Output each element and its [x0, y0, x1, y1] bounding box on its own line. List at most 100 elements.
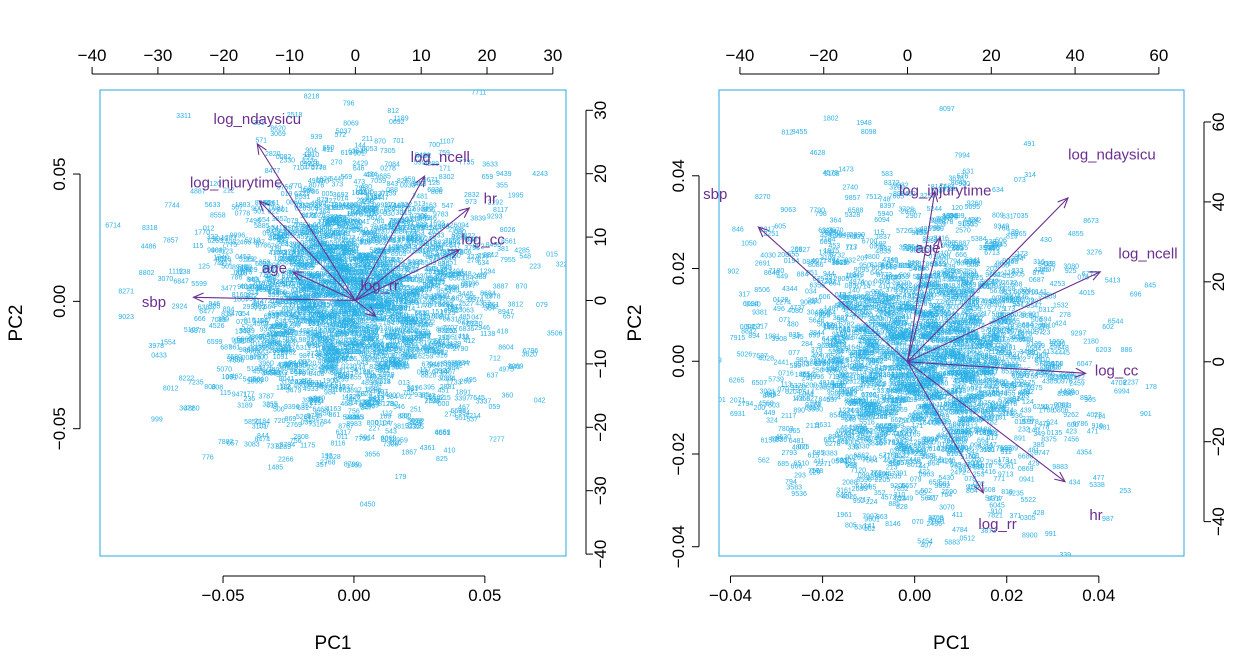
observation-point: 2056	[356, 283, 372, 290]
observation-point: 081	[953, 422, 965, 429]
observation-point: 3506	[547, 331, 563, 338]
observation-point: 932	[866, 342, 878, 349]
observation-point: 8433	[411, 181, 427, 188]
observation-point: 604	[268, 284, 280, 291]
observation-point: 0413	[369, 395, 385, 402]
observation-point: 0996	[809, 374, 825, 381]
observation-point: 2961	[264, 200, 280, 207]
observation-point: 276	[1017, 373, 1029, 380]
observation-point: 515	[439, 395, 451, 402]
observation-point: 382	[319, 303, 331, 310]
x-tick-label: −0.04	[709, 586, 752, 605]
observation-point: 7857	[163, 238, 179, 245]
observation-point: 980	[328, 316, 340, 323]
observation-point: 605	[774, 224, 786, 231]
observation-point: 8643	[951, 180, 967, 187]
x-tick-label: −0.02	[801, 586, 844, 605]
observation-point: 5145	[358, 206, 374, 213]
observation-point: 069	[924, 321, 936, 328]
observation-point: 762	[837, 371, 849, 378]
observation-point: 3288	[838, 435, 854, 442]
observation-point: 644	[412, 288, 424, 295]
observation-point: 4938	[379, 269, 395, 276]
observation-point: 466	[240, 240, 252, 247]
observation-point: 454	[364, 313, 376, 320]
observation-point: 6315	[359, 189, 375, 196]
observation-label: 7852	[893, 486, 909, 493]
observation-point: 7284	[860, 376, 876, 383]
observation-point: 1802	[823, 115, 839, 122]
observation-point: 421	[362, 336, 374, 343]
observation-point: 6540	[1037, 370, 1053, 377]
observation-point: 3159	[405, 423, 421, 430]
observation-point: 5928	[407, 418, 423, 425]
observation-point: 055	[322, 248, 334, 255]
observation-point: 4154	[833, 335, 849, 342]
observation-point: 6489	[395, 329, 411, 336]
observation-point: 2105	[313, 316, 329, 323]
observation-point: 162	[864, 526, 876, 533]
observation-point: 721	[977, 391, 989, 398]
observation-point: 1019	[340, 292, 356, 299]
observation-point: 0410	[861, 456, 877, 463]
observation-point: 120	[209, 181, 221, 188]
observation-point: 7746	[828, 360, 844, 367]
observation-point: 3802	[391, 285, 407, 292]
observation-point: 0307	[416, 274, 432, 281]
observation-point: 208	[384, 353, 396, 360]
observation-point: 852	[337, 331, 349, 338]
observation-point: 7955	[500, 257, 516, 264]
observation-point: 953	[409, 338, 421, 345]
observation-point: 314	[346, 400, 358, 407]
observation-point: 3078	[933, 270, 949, 277]
observation-point: 644	[370, 302, 382, 309]
observation-point: 8839	[361, 238, 377, 245]
observation-point: 193	[299, 271, 311, 278]
observation-point: 759	[438, 150, 450, 157]
observation-point: 463	[289, 312, 301, 319]
observation-point: 653	[922, 405, 934, 412]
observation-point: 771	[353, 280, 365, 287]
observation-point: 069	[309, 276, 321, 283]
arrow-shaft	[355, 300, 377, 317]
observation-point: 108	[221, 374, 233, 381]
observation-point: 060	[968, 378, 980, 385]
observation-point: 606	[995, 237, 1007, 244]
observation-point: 095	[981, 354, 993, 361]
observation-point: 8413	[321, 313, 337, 320]
observation-point: 6548	[387, 288, 403, 295]
variable-label: log_rr	[978, 516, 1016, 533]
observation-point: 3712	[331, 309, 347, 316]
observation-point: 2711	[853, 350, 868, 357]
observation-point: 531	[354, 310, 366, 317]
observation-point: 971	[923, 375, 935, 382]
observation-point: 7844	[872, 322, 888, 329]
observation-point: 0236	[339, 281, 355, 288]
observation-point: 564	[911, 309, 923, 316]
observation-point: 3587	[1010, 337, 1026, 344]
observation-point: 8947	[232, 265, 248, 272]
observation-point: 057	[896, 460, 908, 467]
observation-point: 8959	[258, 345, 274, 352]
observation-point: 287	[393, 226, 405, 233]
observation-point: 4722	[328, 245, 344, 252]
observation-point: 7621	[933, 336, 949, 343]
observation-point: 4817	[211, 248, 227, 255]
observation-point: 686	[1012, 373, 1024, 380]
observation-point: 2742	[324, 231, 340, 238]
observation-point: 274	[429, 338, 441, 345]
observation-point: 739	[1023, 298, 1035, 305]
top-tick-label: 60	[1149, 46, 1168, 65]
observation-point: 7031	[308, 237, 324, 244]
observation-point: 2668	[444, 285, 460, 292]
observation-point: 068	[376, 247, 388, 254]
observation-point: 391	[856, 407, 868, 414]
observation-point: 805	[845, 522, 857, 529]
observation-point: 3113	[325, 220, 340, 227]
observation-point: 5244	[927, 206, 943, 213]
observation-point: 8694	[1006, 297, 1022, 304]
observation-point: 1121	[271, 282, 286, 289]
observation-point: 5145	[366, 290, 382, 297]
observation-point: 426	[844, 296, 856, 303]
observation-point: 873	[947, 329, 959, 336]
